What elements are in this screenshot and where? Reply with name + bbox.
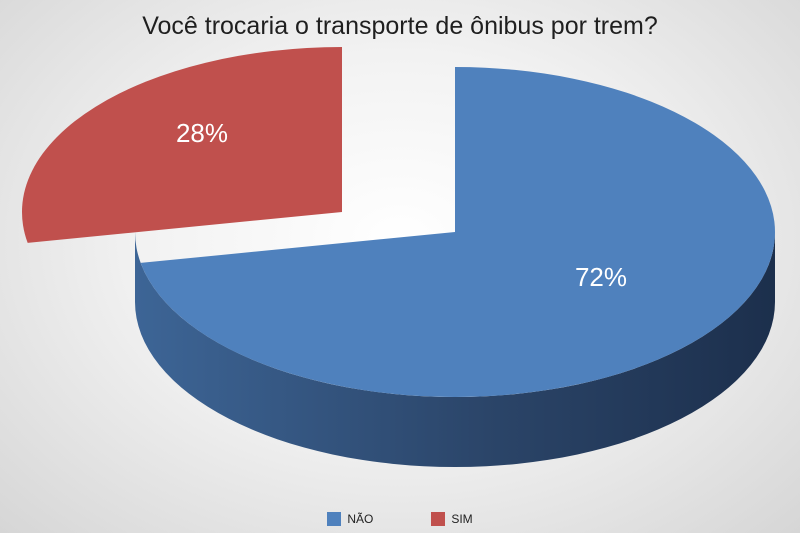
chart-title: Você trocaria o transporte de ônibus por…	[142, 12, 658, 40]
legend-swatch-sim	[431, 512, 446, 526]
legend-item-nao: NÃO	[327, 512, 373, 526]
data-label-nao: 72%	[575, 262, 627, 292]
slice-nao-side	[135, 232, 775, 467]
legend-swatch-nao	[327, 512, 342, 526]
legend: NÃO SIM	[0, 512, 800, 526]
legend-item-sim: SIM	[431, 512, 473, 526]
slice-nao-top	[140, 67, 776, 397]
slice-sim-top	[21, 47, 343, 243]
data-label-sim: 28%	[176, 118, 228, 148]
slice-nao	[135, 67, 776, 467]
legend-label-sim: SIM	[451, 512, 473, 526]
legend-label-nao: NÃO	[347, 512, 374, 526]
slice-sim	[21, 47, 343, 243]
